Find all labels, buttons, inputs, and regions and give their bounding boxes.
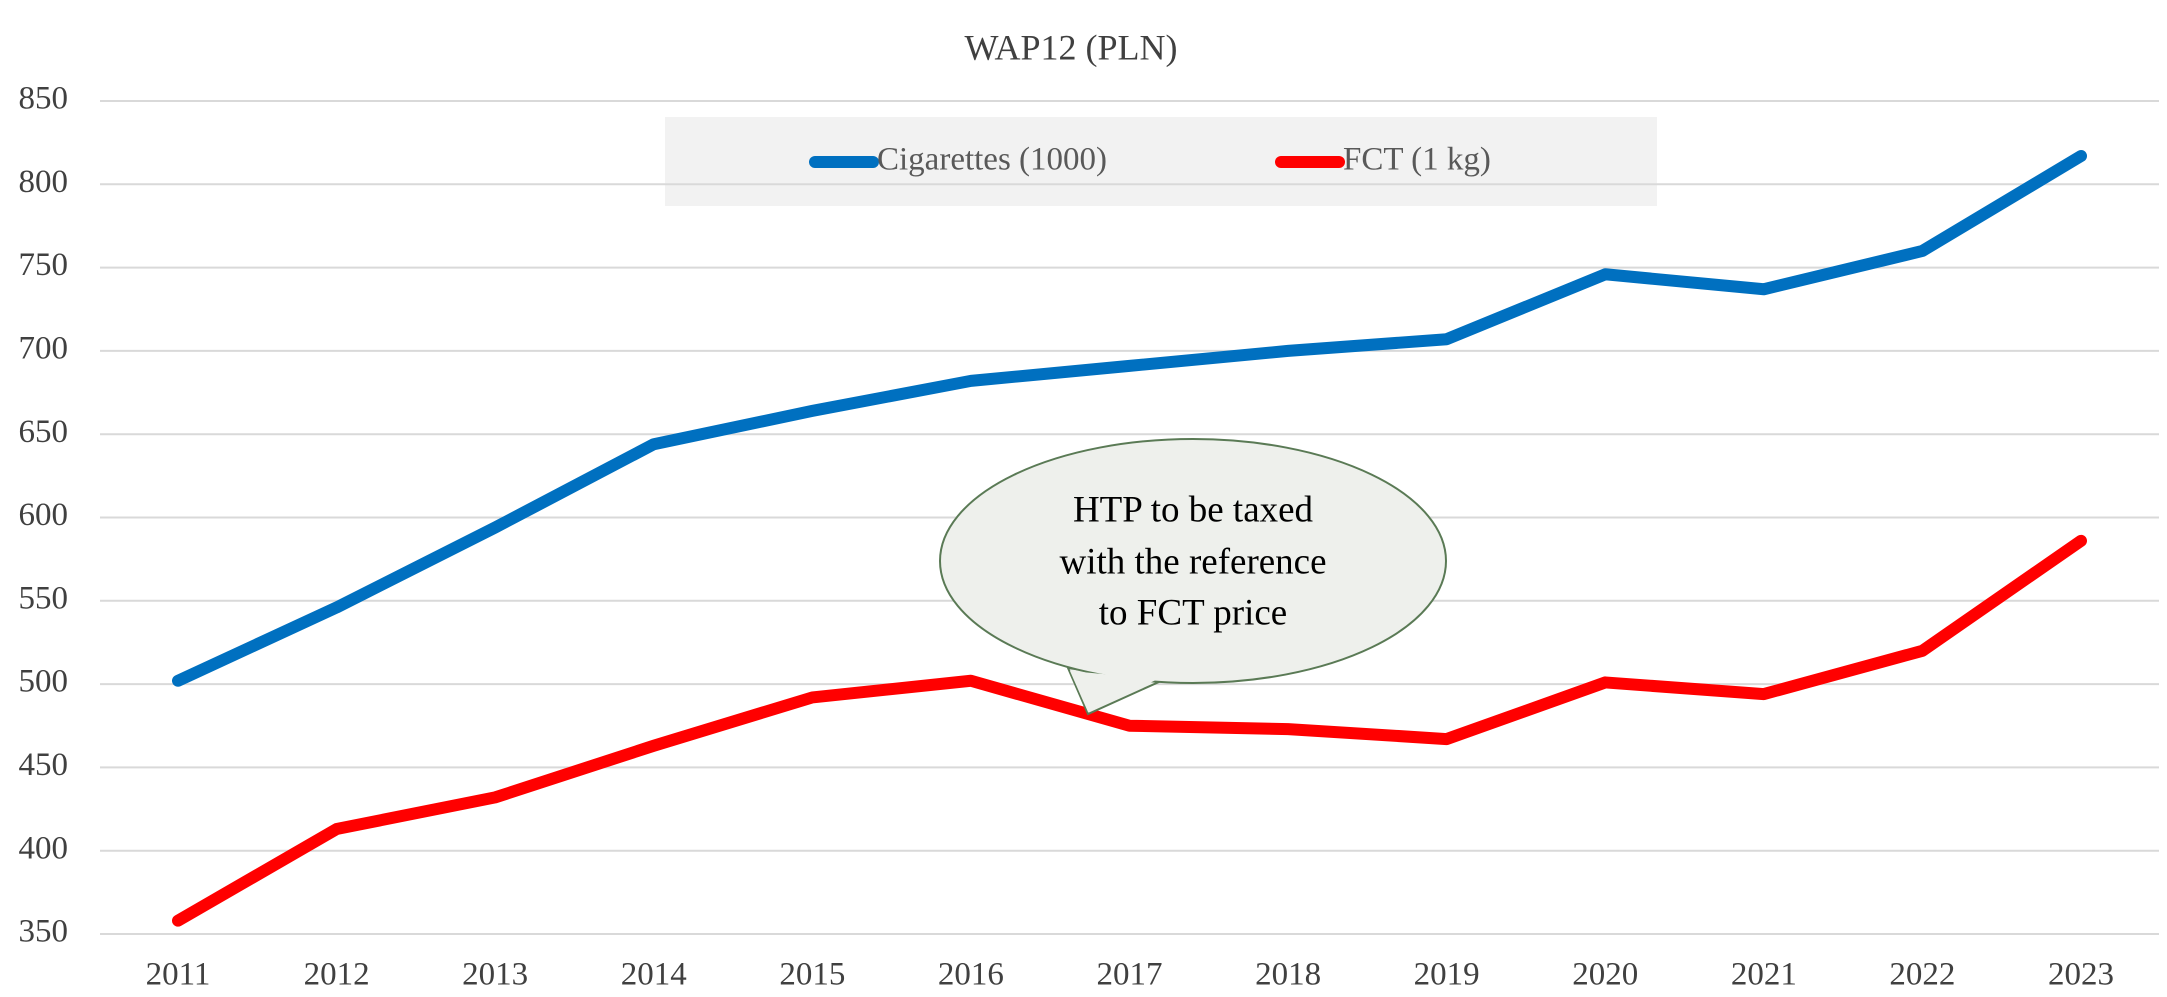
plot-area: 350 400 450 500 550 600 650 700 750 800 850 2011 201…	[19, 81, 2159, 993]
y-tick-label: 850	[19, 81, 69, 117]
x-tick-label: 2022	[1889, 957, 1955, 993]
x-tick-label: 2016	[938, 957, 1004, 993]
annotation-line: to FCT price	[1099, 592, 1287, 633]
series-line	[172, 149, 2087, 687]
y-tick-label: 550	[19, 580, 69, 616]
x-tick-label: 2017	[1097, 957, 1163, 993]
callout: HTP to be taxed with the reference to FC…	[939, 438, 1447, 716]
callout-joint	[1070, 671, 1158, 712]
y-tick-label: 400	[19, 830, 69, 866]
x-tick-label: 2018	[1255, 957, 1321, 993]
legend-label: Cigarettes (1000)	[877, 142, 1107, 178]
annotation-line: HTP to be taxed	[1073, 489, 1314, 530]
y-tick-label: 450	[19, 747, 69, 783]
x-tick-label: 2011	[146, 957, 211, 993]
y-tick-label: 700	[19, 330, 69, 366]
y-tick-label: 600	[19, 497, 69, 533]
x-tick-label: 2012	[304, 957, 370, 993]
chart-title: WAP12 (PLN)	[965, 27, 1178, 67]
series-line	[172, 534, 2087, 927]
y-tick-label: 500	[19, 664, 69, 700]
x-tick-label: 2013	[462, 957, 528, 993]
callout-bubble	[939, 438, 1447, 684]
y-tick-label: 350	[19, 914, 69, 950]
y-tick-label: 800	[19, 164, 69, 200]
x-tick-label: 2014	[621, 957, 687, 993]
x-tick-label: 2021	[1731, 957, 1797, 993]
y-tick-label: 650	[19, 414, 69, 450]
x-tick-label: 2015	[779, 957, 845, 993]
x-tick-label: 2019	[1414, 957, 1480, 993]
y-tick-label: 750	[19, 247, 69, 283]
x-tick-label: 2020	[1572, 957, 1638, 993]
x-tick-label: 2023	[2048, 957, 2114, 993]
annotation-line: with the reference	[1059, 541, 1326, 582]
legend-label: FCT (1 kg)	[1343, 142, 1491, 178]
